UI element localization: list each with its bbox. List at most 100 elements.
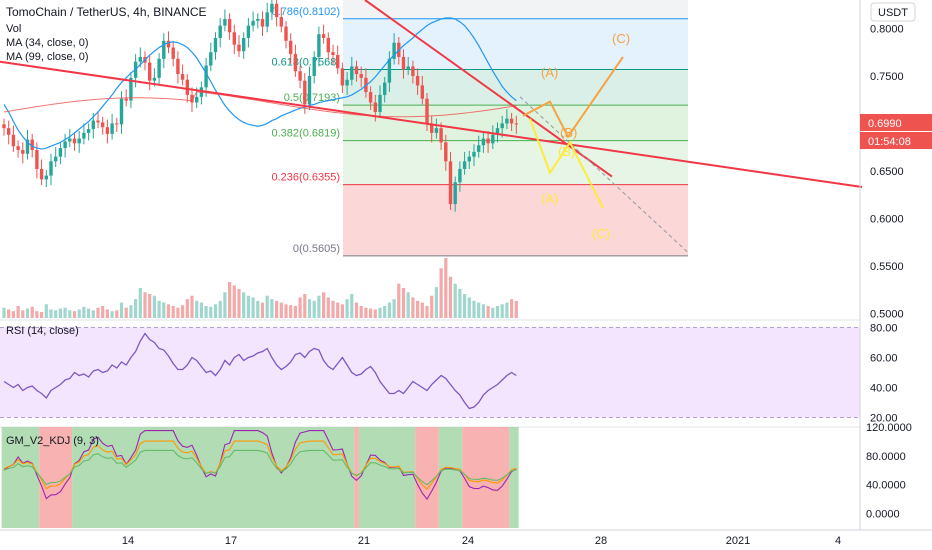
time-tick-label: 4 <box>835 535 841 547</box>
candle-body <box>505 118 509 124</box>
orange-wave-label: (A) <box>541 65 558 80</box>
volume-bar <box>397 283 401 318</box>
candle-body <box>378 94 382 113</box>
volume-bar <box>317 295 321 318</box>
currency-badge[interactable] <box>870 2 916 22</box>
time-tick-label: 24 <box>462 535 474 547</box>
volume-bar <box>458 288 462 318</box>
fib-zone-2 <box>343 105 688 141</box>
ma34-line <box>3 17 517 150</box>
volume-bar <box>406 292 410 318</box>
countdown-value: 01:54:08 <box>868 136 911 148</box>
volume-bar <box>16 306 20 318</box>
volume-bar <box>49 309 53 318</box>
volume-bar <box>453 283 457 318</box>
volume-bar <box>279 302 283 318</box>
vol-label: Vol <box>6 23 21 35</box>
volume-bar <box>383 306 387 318</box>
candle-body <box>303 80 307 105</box>
candle-body <box>307 75 312 105</box>
candle-body <box>256 18 260 21</box>
volume-bar <box>331 300 335 318</box>
fib-level-label: 0.786(0.8102) <box>272 6 341 18</box>
volume-bar <box>514 300 518 318</box>
kdj-tick-label: 120.0000 <box>866 422 912 434</box>
fib-zone-4 <box>343 184 688 256</box>
volume-bar <box>336 302 340 318</box>
descending-trendline <box>364 0 613 178</box>
candle-body <box>232 32 236 45</box>
candle-body <box>124 98 128 101</box>
volume-bar <box>91 310 95 318</box>
candle-body <box>444 142 448 162</box>
time-axis[interactable]: 14 17 21 24 28 2021 4 <box>0 529 932 547</box>
candle-body <box>260 18 265 27</box>
candle-body <box>265 12 269 27</box>
last-price-tag <box>860 114 932 131</box>
trendline-drawings[interactable]: (A) (B) (C) (A) (B) (C) <box>0 0 863 253</box>
candle-body <box>72 138 77 144</box>
volume-bar <box>270 299 274 318</box>
volume-bar <box>260 302 265 318</box>
candle-body <box>213 37 218 53</box>
volume-bar <box>237 288 241 318</box>
candle-body <box>176 58 180 75</box>
candle-body <box>242 37 246 52</box>
volume-bar <box>434 287 438 318</box>
volume-bar <box>72 311 77 318</box>
volume-bar <box>232 285 236 318</box>
yellow-wave-label: (C) <box>592 226 610 241</box>
volume-bar <box>510 299 514 318</box>
long-trendline <box>0 60 863 188</box>
time-tick-label: 21 <box>358 535 370 547</box>
volume-bar <box>68 310 72 318</box>
projection-dashed-line <box>519 96 689 253</box>
price-tick-label: 0.6500 <box>870 166 904 178</box>
candle-body <box>411 66 415 76</box>
candle-body <box>115 123 119 125</box>
candle-body <box>500 123 504 129</box>
candle-body <box>336 55 340 69</box>
kdj-tick-label: 0.0000 <box>866 509 900 521</box>
candle-body <box>321 34 326 38</box>
volume-bar <box>82 306 86 318</box>
volume-bar <box>491 307 495 318</box>
time-tick-label: 2021 <box>726 535 750 547</box>
candle-body <box>383 82 387 95</box>
volume-bar <box>134 299 138 318</box>
volume-bar <box>364 307 368 318</box>
volume-bar <box>129 305 133 318</box>
price-tick-label: 0.5500 <box>870 261 904 273</box>
fib-level-label: 0.618(0.7568) <box>272 56 341 68</box>
volume-bar <box>425 306 429 318</box>
volume-bar <box>157 300 161 318</box>
candles <box>2 0 518 212</box>
candle-body <box>491 134 495 144</box>
volume-bar <box>401 288 406 318</box>
candle-body <box>101 122 105 128</box>
candle-body <box>68 138 72 142</box>
fib-zone-1 <box>343 69 688 106</box>
volume-bar <box>143 292 147 318</box>
candle-body <box>180 74 185 80</box>
kdj-zone <box>72 427 355 528</box>
time-tick-label: 17 <box>225 535 237 547</box>
candle-body <box>148 62 152 81</box>
candle-body <box>218 25 222 38</box>
candle-body <box>453 182 457 205</box>
ma34-label: MA (34, close, 0) <box>6 37 89 49</box>
candle-body <box>387 58 392 83</box>
candle-body <box>392 42 396 59</box>
volume-bar <box>44 304 48 318</box>
volume-bar <box>359 306 363 318</box>
volume-bar <box>213 304 218 318</box>
volume-bar <box>275 300 279 318</box>
candle-body <box>509 118 514 124</box>
candle-body <box>481 138 486 146</box>
candle-body <box>185 79 189 95</box>
volume-bar <box>378 307 382 318</box>
candle-body <box>204 65 208 88</box>
candle-body <box>312 56 316 76</box>
price-tick-label: 0.5000 <box>870 308 904 320</box>
